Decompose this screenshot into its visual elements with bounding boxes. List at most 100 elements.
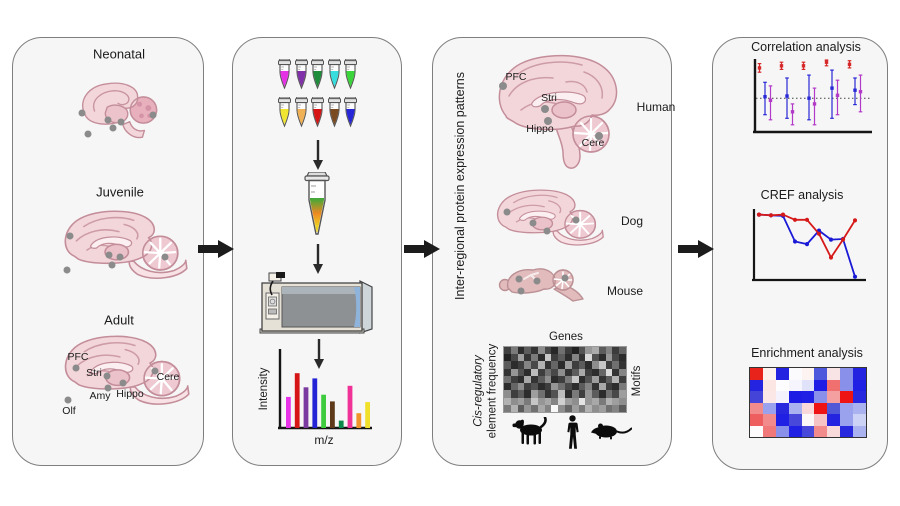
heatmap-cell	[775, 391, 789, 403]
mass-spectrum-chart	[252, 346, 374, 432]
dog-brain-illustration	[486, 185, 606, 257]
heatmap-cell	[537, 354, 545, 362]
sampling-site-dot	[595, 132, 603, 140]
flow-arrow-right-icon	[678, 240, 714, 258]
heatmap-left-label-line1: Cis-regulatory	[472, 355, 485, 427]
heatmap-cell	[564, 383, 572, 391]
heatmap-cell	[801, 402, 815, 414]
heatmap-cell	[605, 397, 613, 405]
heatmap-cell	[504, 375, 511, 384]
heatmap-cell	[827, 414, 841, 426]
heatmap-cell	[605, 375, 613, 384]
heatmap-cell	[524, 375, 532, 384]
heatmap-cell	[571, 390, 579, 398]
heatmap-cell	[775, 425, 789, 437]
species-label-mouse: Mouse	[606, 284, 644, 298]
heatmap-cell	[551, 347, 559, 355]
heatmap-cell	[827, 379, 841, 391]
heatmap-cell	[592, 383, 599, 391]
heatmap-cell	[524, 368, 532, 376]
heatmap-cell	[571, 347, 579, 355]
heatmap-cell	[592, 404, 599, 412]
region-label-stri: Stri	[86, 367, 102, 379]
heatmap-cell	[544, 383, 552, 391]
heatmap-cell	[619, 390, 626, 398]
heatmap-cell	[578, 397, 586, 405]
heatmap-cell	[598, 368, 606, 376]
sampling-site-dot	[103, 372, 111, 380]
heatmap-cell	[551, 375, 559, 384]
spectrum-bar	[356, 413, 362, 428]
heatmap-left-label-line2: element frequency	[487, 343, 499, 439]
heatmap-cell	[619, 347, 626, 355]
heatmap-cell	[775, 402, 789, 414]
errorbar-point	[763, 81, 767, 116]
heatmap-cell	[578, 347, 586, 355]
sampling-site-dot	[499, 82, 507, 90]
errorbar-point	[790, 103, 795, 126]
region-label-stri: Stri	[541, 92, 557, 104]
heatmap-cell	[504, 390, 511, 398]
heatmap-cell	[598, 404, 606, 412]
heatmap-cell	[558, 390, 565, 398]
heatmap-cell	[840, 425, 854, 437]
heatmap-cell	[762, 402, 776, 414]
sampling-site-dot	[561, 274, 569, 282]
down-arrow-icon	[313, 140, 323, 170]
heatmap-cell	[605, 404, 613, 412]
errorbar-point	[801, 61, 806, 70]
cref-analysis-title: CREF analysis	[760, 188, 844, 202]
heatmap-cell	[827, 368, 841, 380]
spectrum-bar	[303, 387, 309, 428]
sampling-site-dot	[105, 251, 113, 259]
heatmap-cell	[592, 397, 599, 405]
species-label-human: Human	[636, 100, 676, 114]
heatmap-cell	[524, 390, 532, 398]
heatmap-cell	[531, 368, 538, 376]
heatmap-cell	[551, 361, 559, 369]
sampling-site-dot	[161, 253, 169, 261]
errorbar-point	[785, 77, 789, 119]
sampling-site-dot	[108, 261, 116, 269]
heatmap-cell	[544, 368, 552, 376]
heatmap-cell	[827, 425, 841, 437]
enrichment-analysis-title: Enrichment analysis	[751, 346, 863, 360]
heatmap-cell	[592, 368, 599, 376]
heatmap-cell	[558, 368, 565, 376]
heatmap-cell	[585, 347, 593, 355]
heatmap-cell	[578, 383, 586, 391]
heatmap-cell	[578, 368, 586, 376]
heatmap-cell	[750, 414, 763, 426]
enrichment-heatmap	[749, 367, 867, 438]
heatmap-cell	[775, 368, 789, 380]
expression-panel-side-label: Inter-regional protein expression patter…	[453, 72, 467, 300]
heatmap-cell	[564, 361, 572, 369]
heatmap-cell	[578, 354, 586, 362]
heatmap-cell	[504, 383, 511, 391]
heatmap-cell	[619, 368, 626, 376]
heatmap-cell	[788, 379, 802, 391]
heatmap-cell	[578, 390, 586, 398]
heatmap-cell	[544, 390, 552, 398]
juvenile-brain-illustration	[52, 205, 190, 293]
sampling-site-dot	[72, 364, 80, 372]
heatmap-cell	[814, 425, 828, 437]
heatmap-cell	[531, 375, 538, 384]
heatmap-cell	[558, 383, 565, 391]
heatmap-cell	[592, 390, 599, 398]
heatmap-cell	[504, 368, 511, 376]
sampling-site-dot	[104, 116, 112, 124]
heatmap-cell	[853, 391, 866, 403]
heatmap-cell	[827, 391, 841, 403]
stage-label-neonatal: Neonatal	[92, 46, 146, 62]
sampling-site-dot	[84, 130, 92, 138]
dog-silhouette-icon	[512, 417, 547, 445]
heatmap-cell	[537, 390, 545, 398]
heatmap-cell	[517, 404, 525, 412]
heatmap-cell	[762, 414, 776, 426]
spectrum-bar	[294, 373, 300, 428]
heatmap-cell	[788, 414, 802, 426]
sample-tube	[294, 59, 308, 90]
spectrum-bar	[347, 385, 353, 428]
heatmap-cell	[524, 361, 532, 369]
